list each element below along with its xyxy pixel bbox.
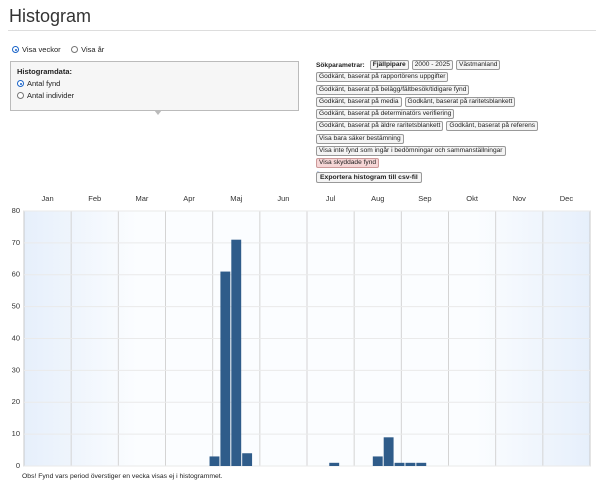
param-tag: Västmanland xyxy=(455,60,501,70)
radio[interactable] xyxy=(12,46,19,53)
radio-label[interactable]: Visa år xyxy=(81,45,105,54)
bar xyxy=(242,453,253,466)
y-tick-label: 50 xyxy=(12,302,20,311)
month-label: Jun xyxy=(277,194,289,203)
month-label: Jul xyxy=(326,194,336,203)
y-tick-label: 60 xyxy=(12,270,20,279)
radio-label[interactable]: Visa veckor xyxy=(22,45,61,54)
panel-pointer xyxy=(154,110,162,115)
radio-label[interactable]: Antal fynd xyxy=(27,79,61,88)
param-tag: Fjällpipare xyxy=(369,60,409,70)
y-tick-label: 80 xyxy=(12,206,20,215)
month-label: Maj xyxy=(230,194,242,203)
bar xyxy=(231,239,242,466)
param-tag: Godkänt, baserat på media xyxy=(316,96,402,107)
panel-title: Histogramdata: xyxy=(17,67,73,76)
param-tag: Godkänt, baserat på belägg/fältbesök/tid… xyxy=(316,84,470,95)
radio-label[interactable]: Antal individer xyxy=(27,91,75,100)
y-tick-label: 20 xyxy=(12,397,20,406)
month-label: Sep xyxy=(418,194,431,203)
param-tag: Visa skyddade fynd xyxy=(316,158,380,169)
month-label: Apr xyxy=(183,194,195,203)
chart: Jan Feb Mar Apr Maj Jun Jul Aug Sep Okt Nov Dec 0 10 2… xyxy=(12,194,591,470)
y-tick-label: 30 xyxy=(12,365,20,374)
param-row: Godkänt, baserat på media Godkänt, basera… xyxy=(316,96,576,107)
month-label: Okt xyxy=(466,194,479,203)
y-tick-label: 10 xyxy=(12,429,20,438)
param-tag: Godkänt, baserat på determinatörs verifi… xyxy=(316,109,455,120)
month-label: Nov xyxy=(513,194,527,203)
radio-option[interactable]: Visa år xyxy=(71,45,104,54)
param-row: Godkänt, baserat på belägg/fältbesök/tid… xyxy=(316,84,576,95)
param-label: Sökparametrar: xyxy=(316,61,365,69)
param-row: Visa inte fynd som ingår i bedömningar o… xyxy=(316,146,576,157)
radio-option[interactable]: Antal individer xyxy=(17,91,286,100)
page-title: Histogram xyxy=(9,6,92,26)
param-tag: Visa inte fynd som ingår i bedömningar o… xyxy=(316,146,506,157)
param-tag: Godkänt, baserat på raritetsblankett xyxy=(404,96,516,107)
radio[interactable] xyxy=(17,80,24,87)
param-tag: Godkänt, baserat på rapportörens uppgift… xyxy=(316,72,449,83)
month-label: Mar xyxy=(135,194,148,203)
param-tag: Godkänt, baserat på äldre raritetsblanke… xyxy=(316,121,444,132)
param-row: Godkänt, baserat på determinatörs verifi… xyxy=(316,109,576,120)
histogram-data-panel: Histogramdata: Antal fynd Antal individe… xyxy=(10,61,299,111)
month-label: Feb xyxy=(88,194,101,203)
radio-option[interactable]: Antal fynd xyxy=(17,79,286,88)
bar xyxy=(220,271,231,466)
bar xyxy=(209,456,220,466)
export-button[interactable]: Exportera histogram till csv-fil xyxy=(316,172,422,183)
radio[interactable] xyxy=(71,46,79,53)
param-tag: Godkänt, baserat på referens xyxy=(446,121,539,132)
param-row: Sökparametrar: Fjällpipare 2000 - 2025 Väst… xyxy=(316,60,576,70)
y-tick-label: 40 xyxy=(12,333,20,342)
param-tag: 2000 - 2025 xyxy=(411,60,453,70)
bar xyxy=(405,462,416,466)
month-label: Jan xyxy=(42,194,54,203)
radio[interactable] xyxy=(17,92,24,99)
divider xyxy=(8,30,596,31)
bar xyxy=(383,437,394,466)
footnote: Obs! Fynd vars period överstiger en veck… xyxy=(22,473,223,480)
bar xyxy=(416,462,427,466)
radio-option[interactable]: Visa veckor xyxy=(12,45,61,54)
y-tick-label: 70 xyxy=(12,238,20,247)
month-label: Aug xyxy=(371,194,384,203)
view-options: Visa veckor Visa år xyxy=(12,40,110,58)
y-tick-label: 0 xyxy=(16,461,20,470)
month-label: Dec xyxy=(560,194,574,203)
bar xyxy=(394,462,405,466)
param-row: Godkänt, baserat på äldre raritetsblanke… xyxy=(316,121,576,132)
bar xyxy=(329,462,340,466)
param-row: Godkänt, baserat på rapportörens uppgift… xyxy=(316,72,576,83)
bar xyxy=(372,456,383,466)
param-row: Visa bara säker bestämning xyxy=(316,133,576,144)
param-tag: Visa bara säker bestämning xyxy=(316,133,404,144)
param-row: Visa skyddade fynd xyxy=(316,158,576,169)
search-params: Sökparametrar: Fjällpipare 2000 - 2025 Väst… xyxy=(316,60,576,179)
